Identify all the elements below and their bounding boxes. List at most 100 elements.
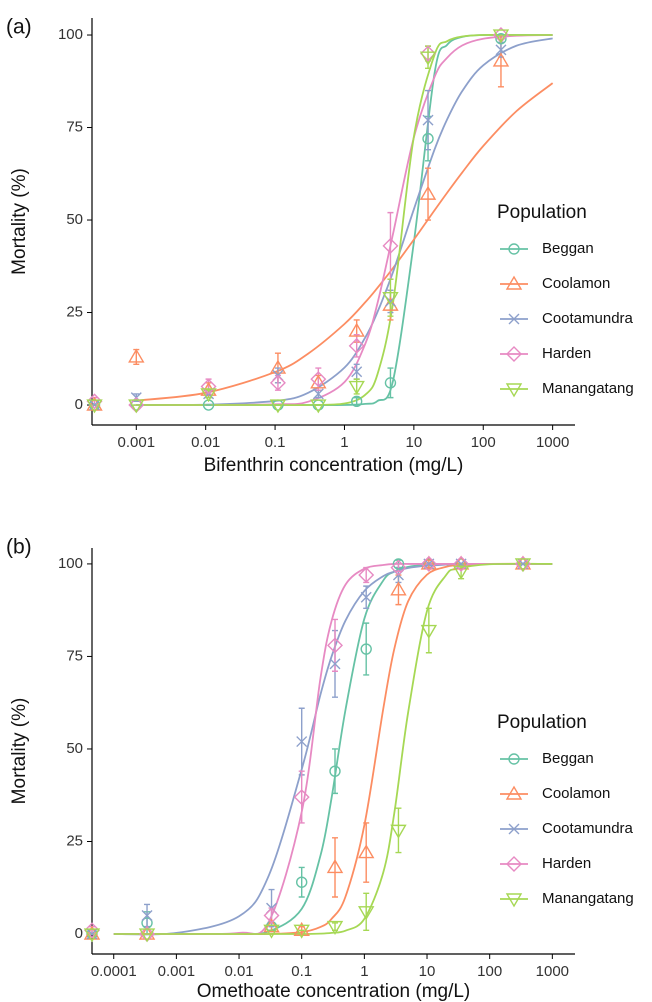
y-tick-label: 25 [66, 303, 83, 320]
error-bar [395, 807, 402, 854]
error-bar [363, 622, 370, 676]
data-point [390, 559, 407, 576]
data-point [265, 920, 278, 933]
data-point [420, 555, 437, 572]
data-point [452, 565, 470, 580]
data-point [348, 337, 365, 354]
y-tick-label: 50 [66, 740, 83, 757]
x-tick-label: 1000 [536, 434, 569, 451]
x-tick-label: 0.1 [265, 434, 286, 451]
data-point [492, 29, 510, 44]
legend-label: Coolamon [542, 785, 610, 802]
data-point [358, 567, 375, 584]
data-point [263, 907, 280, 924]
data-point [293, 924, 310, 939]
data-point [348, 380, 365, 395]
x-axis-title: Omethoate concentration (mg/L) [197, 981, 471, 1002]
legend-label: Cootamundra [542, 820, 634, 837]
error-bar [363, 892, 370, 932]
legend-marker [505, 275, 523, 290]
data-point [360, 591, 372, 603]
data-point [310, 371, 327, 388]
x-tick-label: 1000 [536, 963, 569, 980]
legend-marker [505, 785, 523, 800]
legend-label: Beggan [542, 750, 594, 767]
data-point [141, 910, 153, 922]
data-point [296, 736, 308, 748]
data-point [200, 378, 217, 395]
legend-label: Manangatang [542, 380, 634, 397]
data-point [86, 928, 98, 940]
error-bar [298, 770, 305, 824]
data-point [514, 558, 532, 573]
legend-marker [506, 346, 522, 362]
fit-curve [136, 33, 553, 407]
data-point [128, 399, 145, 414]
x-tick-label: 100 [477, 963, 502, 980]
data-point [138, 925, 156, 940]
data-point [89, 399, 101, 411]
x-tick-label: 1 [340, 434, 348, 451]
data-point [84, 922, 100, 939]
data-point [138, 928, 156, 943]
y-tick-label: 25 [66, 832, 83, 849]
legend-marker [508, 823, 520, 835]
data-point [202, 399, 215, 411]
data-point [420, 624, 438, 639]
data-point [350, 395, 363, 407]
x-tick-label: 100 [471, 434, 496, 451]
data-point [200, 388, 217, 403]
error-bar [425, 167, 432, 221]
data-point [495, 33, 507, 45]
fit-curve [136, 37, 553, 406]
data-point [296, 876, 308, 888]
panel-label: (a) [6, 16, 32, 39]
error-bar [298, 866, 305, 898]
data-point [419, 185, 437, 200]
error-bar [353, 396, 360, 406]
y-tick-label: 0 [75, 925, 83, 942]
x-tick-label: 10 [406, 434, 423, 451]
error-bar [387, 367, 394, 399]
legend-label: Cootamundra [542, 310, 634, 327]
error-bar [332, 837, 339, 898]
legend-label: Harden [542, 345, 591, 362]
data-point [128, 348, 145, 363]
data-point [384, 377, 397, 389]
data-point [293, 921, 310, 937]
data-point [88, 399, 101, 411]
data-point [86, 928, 98, 940]
data-point [327, 637, 343, 654]
error-bar [332, 748, 339, 795]
legend-label: Beggan [542, 240, 594, 257]
panel-label: (b) [6, 536, 32, 559]
data-point [420, 45, 437, 62]
error-bar [395, 563, 402, 573]
x-tick-label: 1 [360, 963, 368, 980]
legend-marker [508, 313, 520, 325]
legend-marker [505, 383, 523, 398]
data-point [310, 399, 327, 414]
data-point [357, 906, 375, 921]
data-point [312, 388, 324, 400]
legend-marker [505, 893, 523, 908]
legend-title: Population [497, 712, 587, 733]
data-point [392, 558, 405, 570]
y-tick-label: 100 [58, 555, 83, 572]
legend-marker [508, 753, 520, 765]
fit-curve [136, 34, 553, 406]
x-tick-label: 0.01 [224, 963, 253, 980]
data-point [514, 555, 532, 570]
data-point [420, 555, 438, 570]
legend-marker [506, 856, 522, 872]
data-point [326, 859, 344, 874]
data-point [422, 132, 434, 145]
data-point [269, 374, 286, 391]
legend-marker [508, 243, 520, 255]
data-point [492, 52, 510, 67]
fit-curve [113, 562, 553, 936]
data-point [329, 765, 341, 777]
data-point [272, 399, 284, 411]
x-tick-label: 0.01 [191, 434, 220, 451]
x-tick-label: 10 [419, 963, 436, 980]
